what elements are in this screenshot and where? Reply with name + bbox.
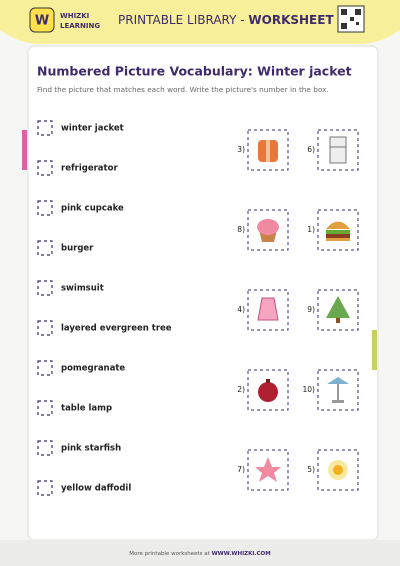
answer-box (37, 440, 53, 456)
picture-number: 8) (237, 225, 245, 234)
picture-frame (247, 129, 289, 171)
logo-bottom: LEARNING (60, 22, 100, 30)
answer-box (37, 120, 53, 136)
worksheet-title: Numbered Picture Vocabulary: Winter jack… (37, 64, 352, 79)
instructions: Find the picture that matches each word.… (37, 85, 329, 94)
picture-number: 7) (237, 465, 245, 474)
word: table lamp (61, 404, 112, 414)
answer-box (37, 400, 53, 416)
picture-number: 10) (303, 385, 316, 394)
header-title: PRINTABLE LIBRARY - WORKSHEET (118, 13, 334, 27)
picture-icon (329, 136, 347, 164)
picture-icon (258, 140, 278, 162)
word: refrigerator (61, 164, 118, 174)
picture-number: 5) (307, 465, 315, 474)
logo-letter: W (35, 14, 49, 29)
picture-number: 4) (237, 305, 245, 314)
qr-pattern (341, 9, 361, 29)
header-strong: WORKSHEET (248, 13, 334, 27)
picture-icon (258, 379, 278, 402)
picture-frame (317, 129, 359, 171)
word: burger (61, 244, 94, 254)
picture-icon (257, 297, 279, 321)
answer-box (37, 280, 53, 296)
picture-icon (327, 377, 349, 403)
header-band (0, 0, 400, 44)
picture-icon (326, 296, 350, 323)
word: swimsuit (61, 284, 104, 294)
picture-frame (317, 449, 359, 491)
footer: More printable worksheets at WWW.WHIZKI.… (129, 551, 270, 557)
side-stripe (372, 330, 377, 370)
picture-icon (328, 460, 348, 480)
picture-frame (247, 449, 289, 491)
answer-box (37, 320, 53, 336)
picture-frame (247, 369, 289, 411)
side-stripe (22, 130, 27, 170)
picture-number: 6) (307, 145, 315, 154)
answer-box (37, 360, 53, 376)
picture-frame (247, 289, 289, 331)
picture-icon (257, 219, 279, 242)
footer-band (0, 540, 400, 566)
word: pink cupcake (61, 204, 124, 214)
word: pink starfish (61, 444, 121, 454)
footer-text: More printable worksheets at (129, 551, 211, 557)
picture-number: 9) (307, 305, 315, 314)
word: layered evergreen tree (61, 324, 172, 334)
word: pomegranate (61, 364, 125, 374)
picture-icon (326, 221, 350, 241)
logo-icon (29, 7, 55, 33)
answer-box (37, 240, 53, 256)
logo-top: WHIZKI (60, 12, 89, 20)
header-prefix: PRINTABLE LIBRARY - (118, 13, 248, 27)
picture-frame (317, 289, 359, 331)
word: yellow daffodil (61, 484, 131, 494)
picture-frame (247, 209, 289, 251)
word: winter jacket (61, 124, 124, 134)
picture-number: 3) (237, 145, 245, 154)
picture-frame (317, 369, 359, 411)
answer-box (37, 160, 53, 176)
picture-icon (255, 457, 281, 482)
answer-box (37, 480, 53, 496)
picture-number: 2) (237, 385, 245, 394)
picture-number: 1) (307, 225, 315, 234)
picture-frame (317, 209, 359, 251)
footer-link[interactable]: WWW.WHIZKI.COM (212, 551, 271, 557)
answer-box (37, 200, 53, 216)
